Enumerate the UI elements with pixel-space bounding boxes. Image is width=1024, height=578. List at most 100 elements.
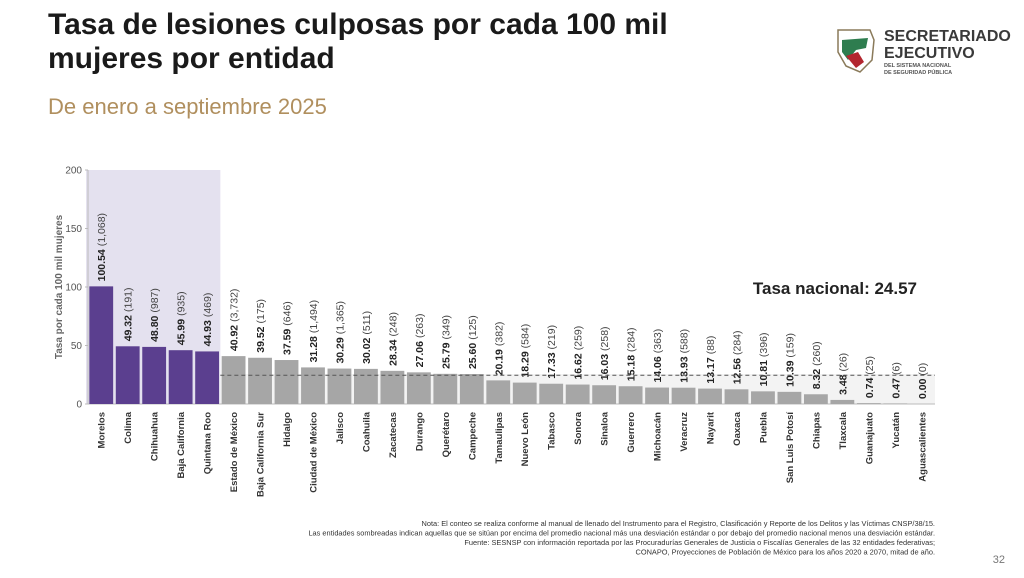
note: Nota: El conteo se realiza conforme al m… xyxy=(422,519,936,528)
bar xyxy=(512,382,537,404)
x-tick-label: Sonora xyxy=(573,411,584,444)
data-label-value: 16.62 xyxy=(573,353,585,379)
data-label-value: 39.52 xyxy=(255,326,267,352)
x-tick-label: Tlaxcala xyxy=(838,411,849,449)
bar xyxy=(698,388,722,404)
data-label-count: (25) xyxy=(864,356,876,375)
data-label-count: (125) xyxy=(467,315,479,340)
x-tick-label: Nayarit xyxy=(706,411,717,444)
data-label-count: (219) xyxy=(546,325,558,350)
data-label-value: 3.48 xyxy=(837,374,849,395)
data-label: 10.81 (396) xyxy=(758,333,770,387)
data-label-count: (6) xyxy=(890,362,902,375)
data-label-count: (1,494) xyxy=(308,300,320,333)
data-label-value: 28.34 xyxy=(387,339,399,365)
bar xyxy=(777,391,802,404)
data-label: 40.92 (3,732) xyxy=(229,289,241,352)
data-label-count: (588) xyxy=(679,329,691,354)
bar xyxy=(724,389,749,404)
y-tick-label: 150 xyxy=(65,224,82,235)
bar xyxy=(248,357,272,404)
bar xyxy=(433,373,458,404)
x-tick-label: Durango xyxy=(414,412,425,451)
data-label: 10.39 (159) xyxy=(784,333,796,387)
x-tick-label: Morelos xyxy=(97,412,108,448)
data-label-count: (191) xyxy=(123,287,135,312)
data-label: 14.06 (363) xyxy=(652,329,664,383)
data-label: 30.29 (1,365) xyxy=(334,301,346,364)
note: Las entidades sombreadas indican aquella… xyxy=(308,529,935,538)
national-rate-label: Tasa nacional: 24.57 xyxy=(753,279,917,298)
x-tick-label: Baja California xyxy=(176,411,187,478)
x-tick-label: Aguascalientes xyxy=(917,412,928,482)
bar xyxy=(168,350,193,404)
data-label: 17.33 (219) xyxy=(546,325,558,379)
x-tick-label: Quintana Roo xyxy=(203,412,214,474)
logo-text: DE SEGURIDAD PÚBLICA xyxy=(884,69,952,76)
x-tick-label: Baja California Sur xyxy=(256,412,267,497)
subtitle: De enero a septiembre 2025 xyxy=(48,94,327,119)
bar xyxy=(380,370,405,404)
note: CONAPO, Proyecciones de Población de Méx… xyxy=(636,548,936,557)
bar xyxy=(327,368,352,404)
data-label: 25.79 (349) xyxy=(440,315,452,369)
note: Fuente: SESNSP con información reportada… xyxy=(464,538,935,547)
data-label: 44.93 (469) xyxy=(202,293,214,347)
x-tick-label: Tamaulipas xyxy=(494,412,505,464)
data-label-count: (260) xyxy=(811,341,823,366)
data-label-count: (284) xyxy=(626,327,638,352)
bar xyxy=(883,403,908,404)
data-label-count: (1,068) xyxy=(96,213,108,246)
page-number: 32 xyxy=(993,554,1005,566)
bar xyxy=(486,380,511,404)
data-label-value: 14.06 xyxy=(652,356,664,382)
data-label-count: (382) xyxy=(493,322,505,347)
data-label-value: 27.06 xyxy=(414,341,426,367)
data-label-count: (0) xyxy=(917,363,929,376)
data-label-value: 13.17 xyxy=(705,357,717,383)
x-tick-label: Yucatán xyxy=(891,412,902,449)
data-label-count: (935) xyxy=(176,291,188,316)
data-label-count: (26) xyxy=(837,353,849,372)
data-label: 100.54 (1,068) xyxy=(96,213,108,281)
data-label: 28.34 (248) xyxy=(387,312,399,366)
data-label-value: 20.19 xyxy=(493,349,505,375)
bar xyxy=(354,368,378,404)
bar xyxy=(89,286,114,404)
logo-map xyxy=(846,52,864,68)
data-label: 12.56 (284) xyxy=(731,331,743,385)
bar xyxy=(803,394,828,404)
x-tick-label: Zacatecas xyxy=(388,412,399,458)
data-label: 0.47 (6) xyxy=(890,362,902,398)
bar xyxy=(751,391,775,404)
bar xyxy=(142,346,167,404)
x-tick-label: Guerrero xyxy=(626,412,637,453)
data-label-value: 40.92 xyxy=(229,325,241,351)
x-tick-label: Sinaloa xyxy=(600,411,611,446)
data-label-count: (349) xyxy=(440,315,452,340)
data-label-count: (248) xyxy=(387,312,399,337)
y-tick-label: 0 xyxy=(76,400,82,411)
bar xyxy=(195,351,220,404)
data-label: 8.32 (260) xyxy=(811,341,823,389)
data-label: 27.06 (263) xyxy=(414,314,426,368)
data-label: 30.02 (511) xyxy=(361,311,373,364)
bar xyxy=(856,403,881,404)
x-tick-label: San Luis Potosí xyxy=(785,412,796,484)
data-label-value: 25.60 xyxy=(467,343,479,369)
data-label-count: (646) xyxy=(282,301,294,326)
data-label: 49.32 (191) xyxy=(123,287,135,341)
logo-text: SECRETARIADO xyxy=(884,28,1011,45)
bar xyxy=(830,399,855,404)
y-tick-label: 200 xyxy=(65,166,82,177)
data-label: 25.60 (125) xyxy=(467,315,479,369)
data-label-value: 49.32 xyxy=(123,315,135,341)
bar xyxy=(565,384,590,404)
x-tick-label: Coahuila xyxy=(361,411,372,452)
data-label-value: 13.93 xyxy=(679,356,691,382)
logo-map xyxy=(842,38,868,60)
data-label: 37.59 (646) xyxy=(282,301,294,355)
bar xyxy=(618,386,643,404)
